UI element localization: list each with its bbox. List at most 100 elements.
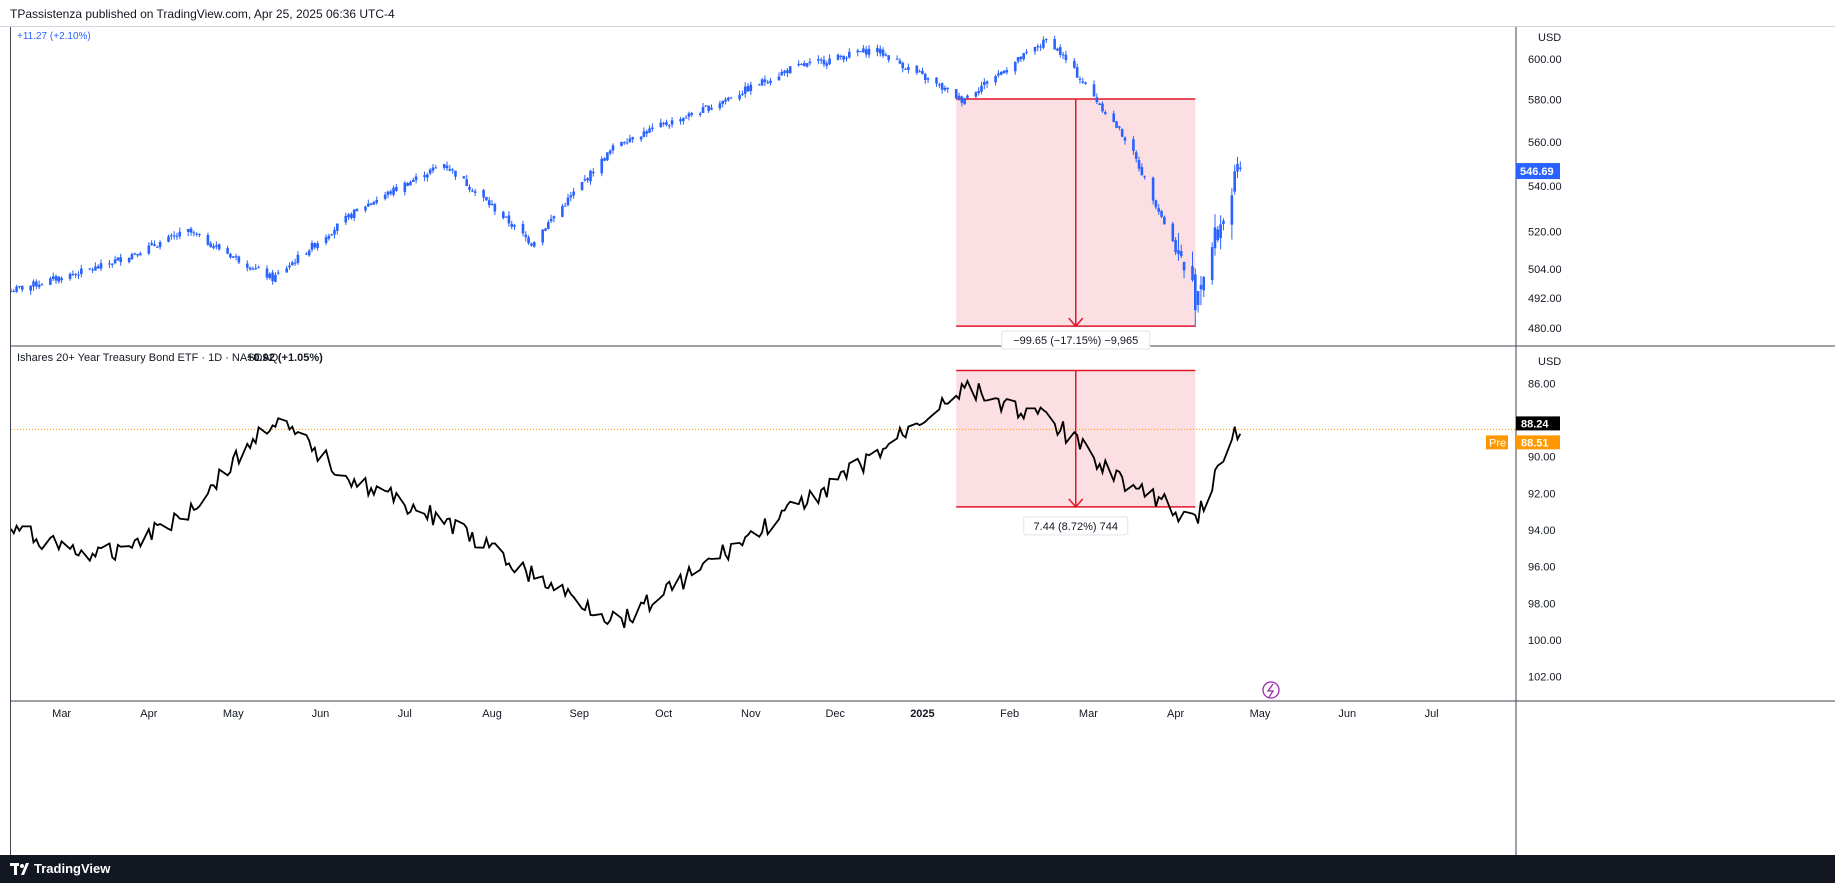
candle-body (580, 181, 584, 191)
candle-body (80, 268, 83, 275)
candle-body (628, 138, 632, 142)
candle-body (842, 55, 845, 60)
candle-body (1177, 250, 1180, 255)
bottom-change-text: +0.92 (+1.05%) (247, 352, 323, 364)
candle-body (501, 211, 505, 219)
pre-price-badge (1516, 435, 1560, 450)
candle-body (1115, 121, 1118, 128)
candle-body (468, 186, 471, 190)
candle-body (1084, 82, 1087, 84)
candle-body (1179, 251, 1183, 257)
candle-body (1222, 220, 1225, 225)
candle-body (245, 263, 249, 268)
top-last-price-text: 546.69 (1520, 166, 1554, 178)
candle-body (572, 191, 575, 196)
candle-body (901, 62, 905, 69)
candle-body (648, 128, 651, 133)
candle-body (1151, 177, 1155, 201)
candle-body (727, 97, 730, 101)
measure-bottom-label-box (1023, 516, 1129, 536)
candle-body (524, 234, 528, 238)
candle-body (974, 92, 978, 97)
candle-body (77, 274, 80, 276)
candle-body (923, 73, 927, 81)
candle-body (805, 63, 809, 67)
candle-body (411, 179, 415, 182)
candle-body (1191, 266, 1194, 281)
top-y-tick-label: 492.00 (1528, 293, 1562, 305)
candle-body (999, 71, 1003, 75)
candle-body (684, 117, 688, 119)
candle-body (1230, 195, 1234, 225)
candle-body (336, 223, 339, 231)
candle-body (471, 190, 474, 192)
lightning-icon-bolt (1266, 683, 1275, 698)
measure-top-label: −99.65 (−17.15%) −9,965 (1001, 330, 1151, 350)
candle-body (1042, 39, 1045, 48)
candle-body (473, 191, 477, 193)
candle-body (288, 265, 291, 268)
candle-body (209, 243, 213, 248)
candle-body (825, 63, 829, 66)
candle-body (1163, 216, 1166, 225)
candle-body (271, 272, 274, 282)
candle-body (1118, 126, 1121, 128)
candle-body (68, 273, 72, 279)
candle-body (139, 253, 142, 256)
candle-body (333, 229, 336, 235)
candle-body (980, 85, 983, 92)
candle-body (1213, 227, 1217, 249)
candle-body (639, 136, 643, 140)
bottom-currency-label: USD (1538, 356, 1561, 368)
candle-body (757, 84, 761, 86)
candle-body (251, 268, 255, 270)
candle-body (662, 123, 665, 125)
candle-body (651, 127, 654, 130)
candle-body (49, 278, 52, 285)
bottom-y-tick-label: 92.00 (1528, 488, 1556, 500)
chart-canvas[interactable]: −99.65 (−17.15%) −9,965 USD 600.00 580.00 56… (11, 27, 1835, 855)
candle-body (530, 243, 533, 246)
candle-body (1098, 103, 1101, 106)
candle-body (921, 70, 924, 74)
candle-body (265, 268, 269, 278)
candle-body (1033, 46, 1037, 52)
candle-body (746, 85, 750, 92)
candle-body (797, 63, 800, 66)
candle-body (1140, 167, 1144, 176)
candle-body (780, 71, 784, 76)
candle-body (783, 70, 786, 74)
candle-body (383, 194, 387, 199)
candle-body (167, 236, 170, 242)
candle-body (1081, 81, 1085, 83)
candle-body (983, 81, 986, 86)
candle-body (847, 51, 851, 58)
candle-body (254, 268, 258, 270)
candle-body (426, 174, 429, 178)
candle-body (1154, 200, 1158, 208)
candle-body (285, 268, 288, 273)
candle-body (175, 235, 179, 237)
candle-body (1039, 46, 1042, 48)
candle-body (1092, 84, 1096, 97)
bottom-y-tick-label: 100.00 (1528, 635, 1562, 647)
publish-header: TPassistenza published on TradingView.co… (0, 0, 1835, 27)
candle-body (997, 73, 1000, 76)
candle-body (1095, 97, 1099, 103)
measure-bottom-arrowhead (1068, 498, 1084, 509)
candle-body (454, 170, 457, 177)
top-y-tick-label: 580.00 (1528, 95, 1562, 107)
candle-body (1137, 160, 1141, 169)
candle-body (946, 87, 950, 90)
candle-body (234, 256, 238, 258)
measure-top-label-text: −99.65 (−17.15%) −9,965 (1013, 335, 1138, 347)
candle-body (532, 242, 536, 247)
candle-body (507, 215, 511, 224)
candle-body (296, 254, 300, 263)
candle-body (549, 218, 553, 222)
bond-price-line (11, 378, 1242, 629)
candle-body (305, 253, 308, 255)
candle-body (490, 203, 494, 205)
candle-body (12, 291, 16, 293)
footer-bar: TradingView (0, 855, 1835, 883)
